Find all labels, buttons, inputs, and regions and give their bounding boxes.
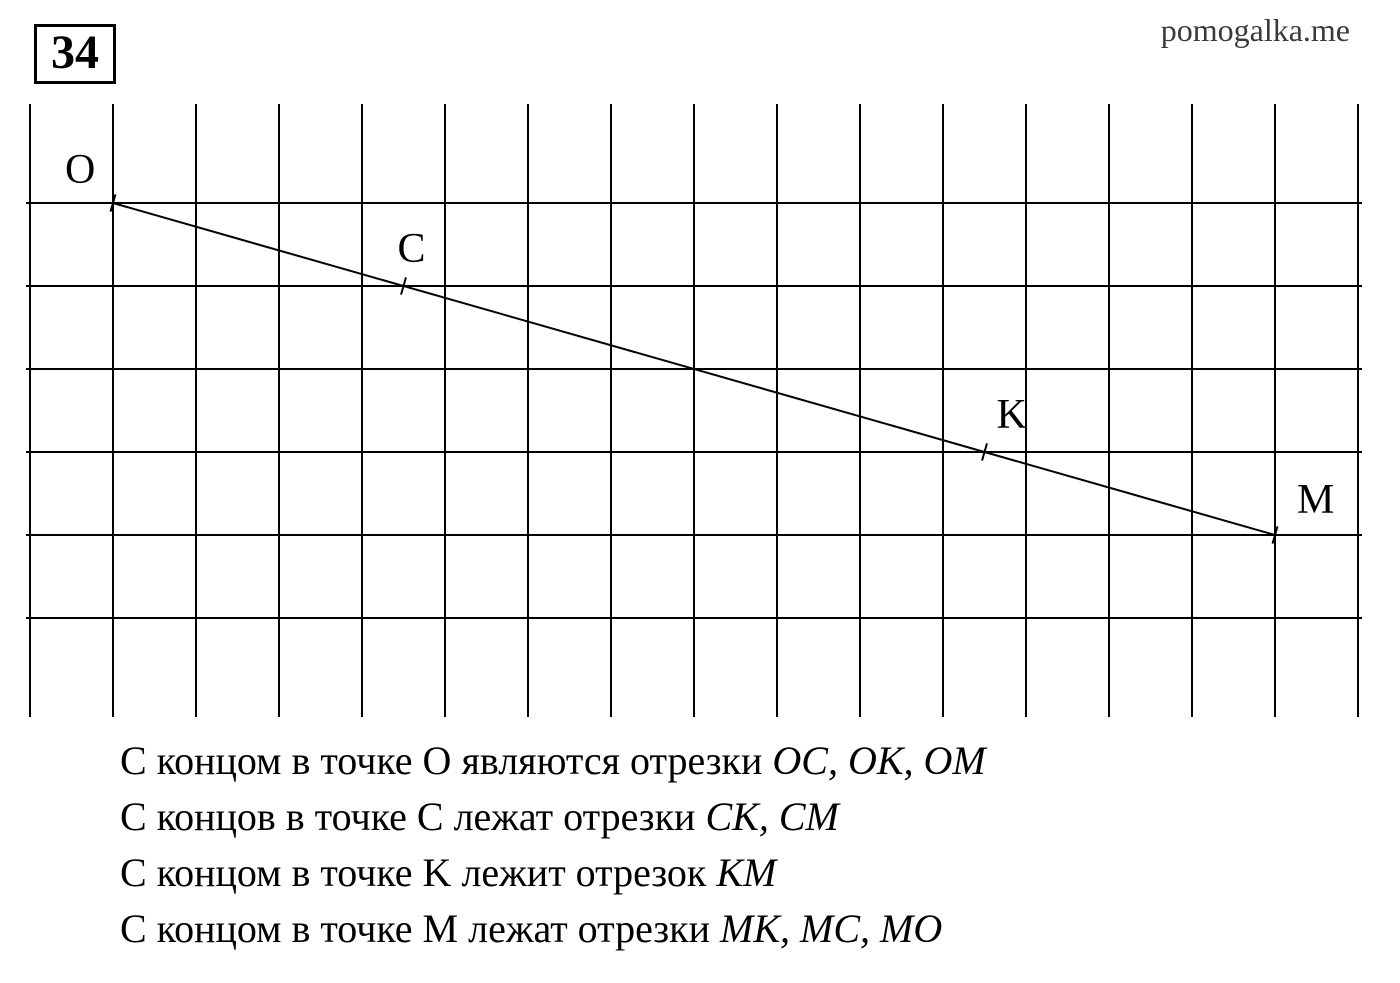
answer-segments: MK, MC, MO (720, 906, 942, 951)
page-root: pomogalka.me 34 OCKM С концом в точке O … (0, 0, 1400, 983)
problem-number-box: 34 (34, 24, 116, 84)
problem-number: 34 (51, 26, 99, 79)
point-label-K: K (997, 392, 1027, 438)
point-label-O: O (65, 147, 95, 193)
answer-line-3: С концом в точке M лежат отрезки MK, MC,… (120, 901, 1360, 957)
answer-prefix: С концом в точке M лежат отрезки (120, 906, 720, 951)
diagram-container: O C K M (22, 102, 1360, 727)
answer-prefix: С концом в точке K лежит отрезок (120, 850, 716, 895)
answer-line-1: С концов в точке C лежат отрезки CK, CM (120, 789, 1360, 845)
watermark-text: pomogalka.me (1161, 12, 1350, 49)
answer-line-2: С концом в точке K лежит отрезок KM (120, 845, 1360, 901)
point-label-C: C (398, 226, 426, 272)
diagram-svg: O C K M (22, 102, 1362, 722)
answer-segments: KM (716, 850, 776, 895)
answer-block: С концом в точке O являются отрезки OC, … (120, 733, 1360, 957)
answer-prefix: С концов в точке C лежат отрезки (120, 794, 705, 839)
point-label-M: M (1297, 477, 1334, 523)
answer-prefix: С концом в точке O являются отрезки (120, 738, 772, 783)
answer-line-0: С концом в точке O являются отрезки OC, … (120, 733, 1360, 789)
answer-segments: CK, CM (705, 794, 838, 839)
answer-segments: OC, OK, OM (772, 738, 985, 783)
